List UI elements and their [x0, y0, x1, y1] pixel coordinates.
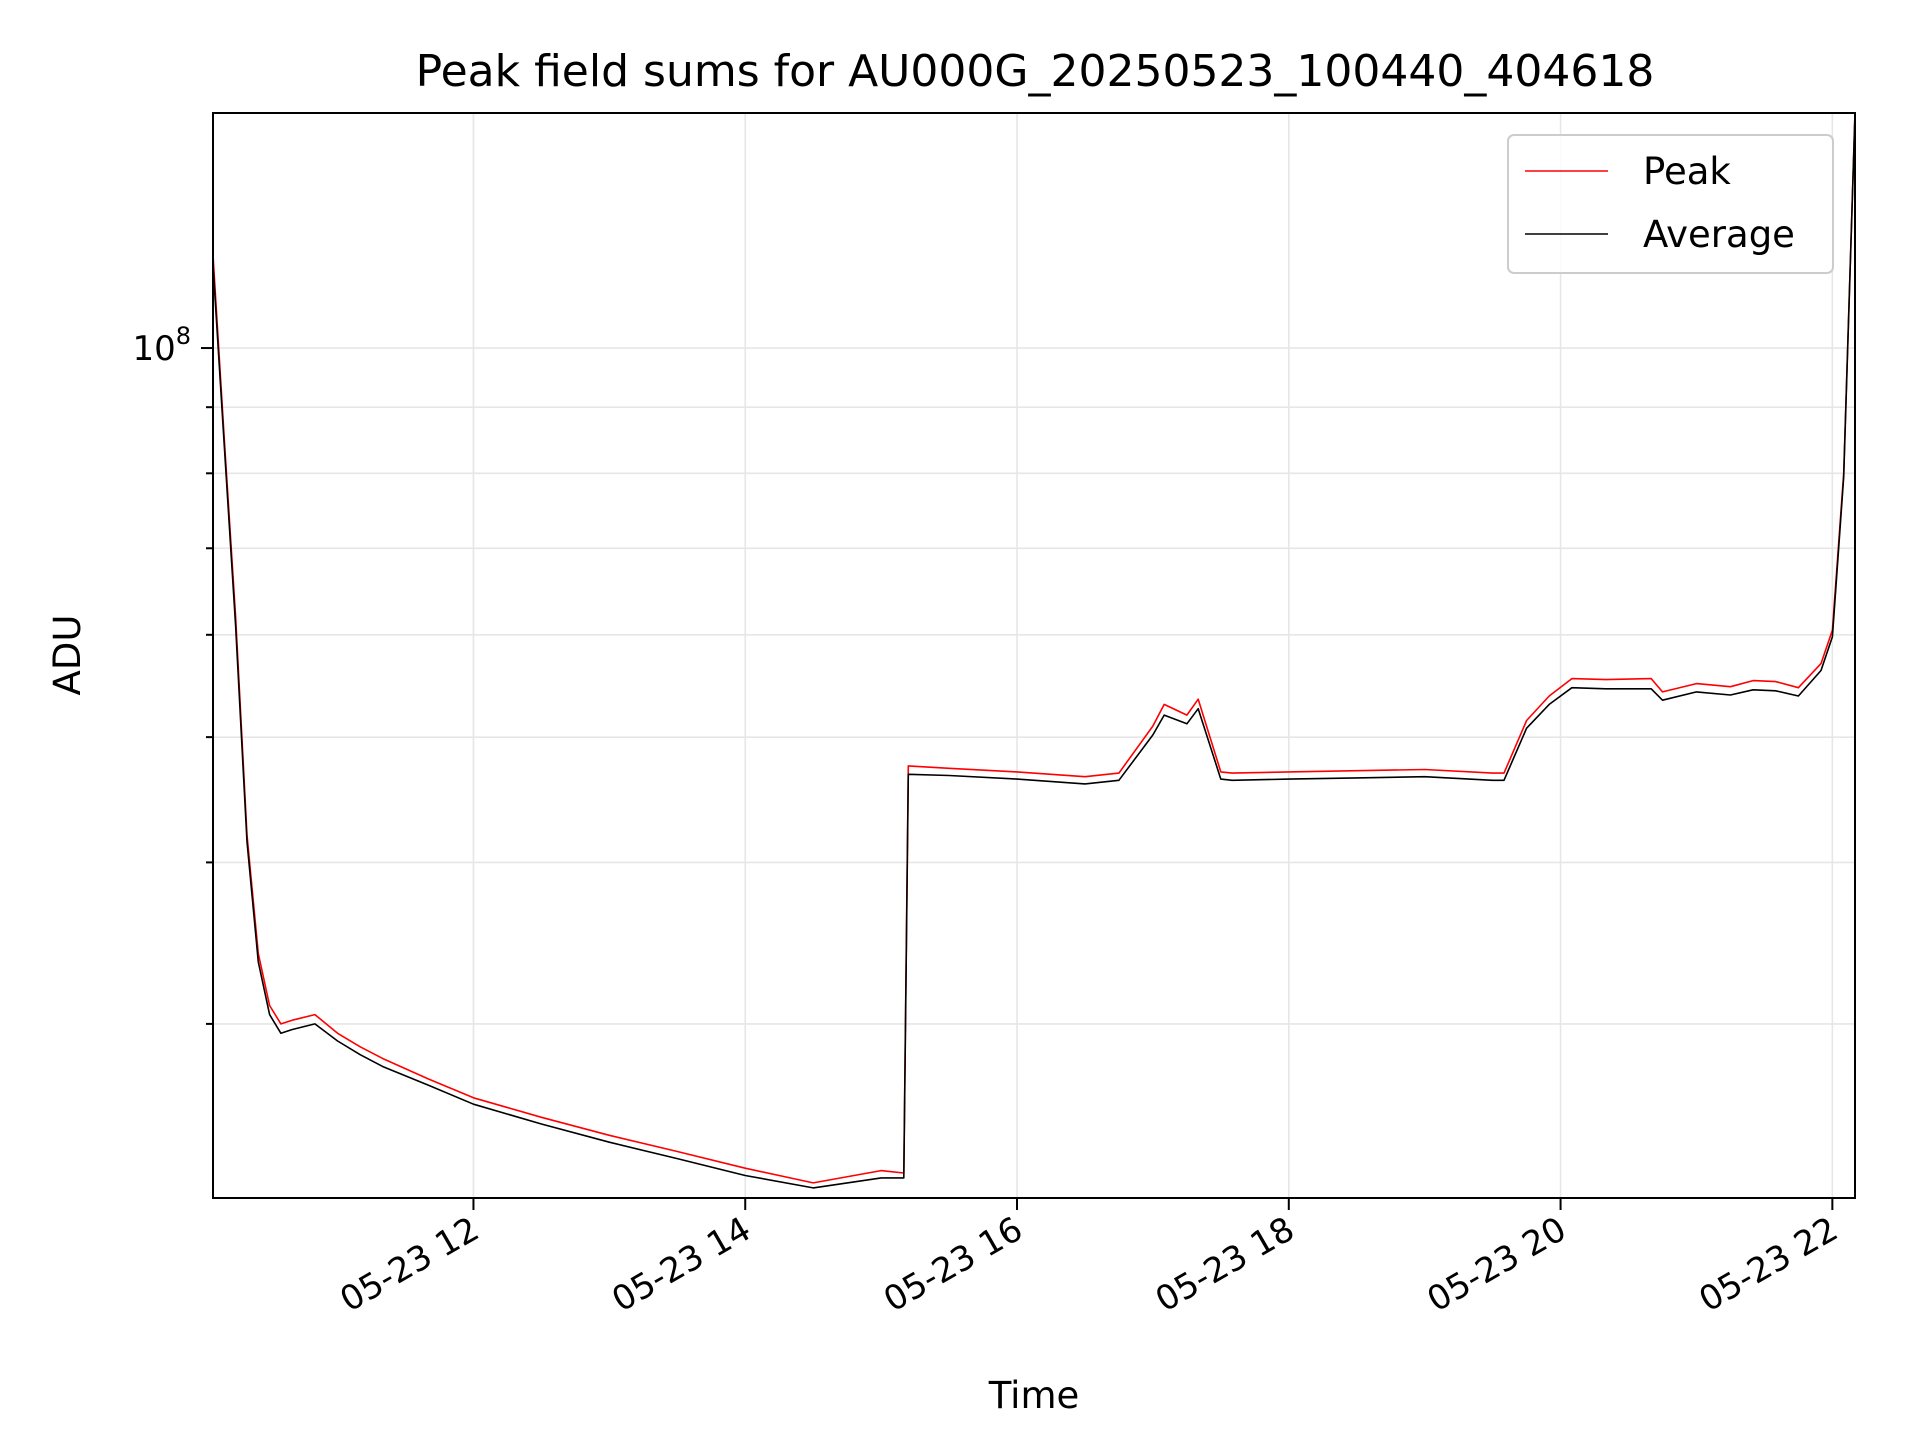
series-line-peak	[212, 112, 1856, 1184]
legend-label-average: Average	[1643, 213, 1795, 256]
legend-label-peak: Peak	[1643, 150, 1731, 193]
legend-box	[1507, 134, 1834, 274]
grid	[213, 113, 1855, 1198]
y-axis-ticks: 108	[132, 322, 213, 1025]
x-tick-label: 05-23 18	[1149, 1209, 1301, 1320]
x-tick-label: 05-23 16	[877, 1209, 1029, 1320]
legend: Peak Average	[1507, 134, 1834, 274]
y-axis-label: ADU	[46, 615, 89, 696]
x-tick-label: 05-23 12	[334, 1209, 486, 1320]
plot-frame	[212, 112, 1856, 1199]
x-tick-label: 05-23 14	[605, 1209, 757, 1320]
chart-title: Peak field sums for AU000G_20250523_1004…	[416, 46, 1655, 97]
y-tick-label: 108	[132, 322, 191, 369]
x-axis-ticks: 05-23 12 05-23 14 05-23 16 05-23 18 05-23 20…	[334, 1198, 1845, 1320]
plot-series	[212, 112, 1856, 1189]
x-tick-label: 05-23 20	[1421, 1209, 1573, 1320]
x-axis-label: Time	[988, 1374, 1080, 1417]
x-tick-label: 05-23 22	[1692, 1209, 1844, 1320]
series-line-average	[212, 112, 1856, 1189]
